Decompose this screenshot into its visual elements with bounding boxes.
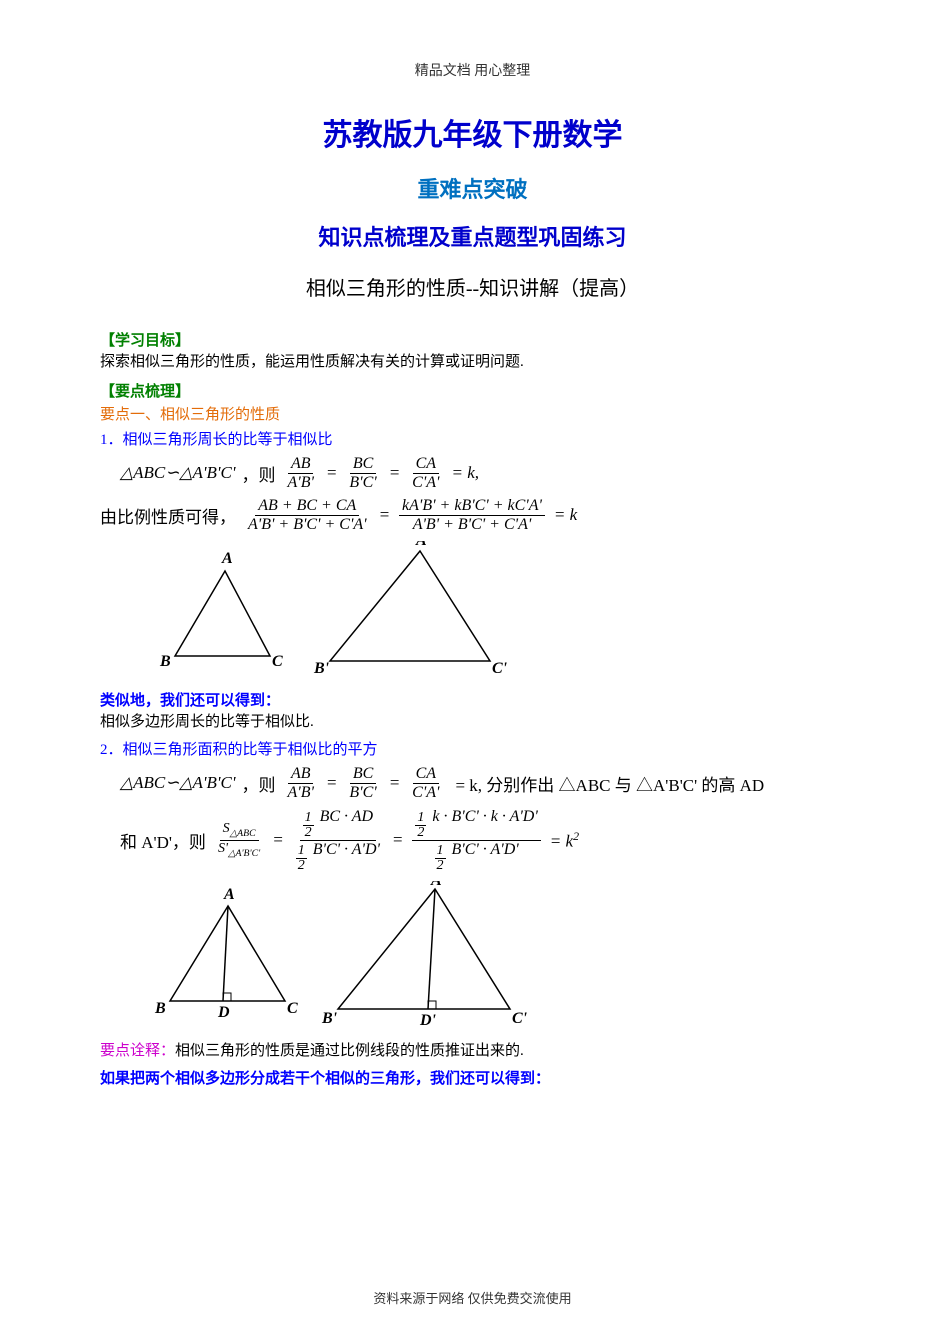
frac-bc-2: BC B'C'	[346, 765, 379, 801]
equation-perimeter-ratio: 由比例性质可得， AB + BC + CA A'B' + B'C' + C'A'…	[100, 497, 845, 533]
interpret-lead: 要点诠释：	[100, 1043, 175, 1059]
title-lesson: 相似三角形的性质--知识讲解（提高）	[100, 272, 845, 301]
frac-ca-2: CA C'A'	[409, 765, 442, 801]
title-main: 苏教版九年级下册数学	[100, 110, 845, 154]
eq4-lead: 和 A'D'，则	[120, 828, 206, 853]
eq2-tail: = k	[554, 505, 577, 525]
svg-text:B': B'	[313, 660, 330, 677]
equation-area-setup: △ABC∽△A'B'C' ，则 AB A'B' = BC B'C' = CA C…	[120, 765, 845, 801]
svg-text:C': C'	[492, 660, 508, 677]
svg-text:B': B'	[321, 1010, 338, 1027]
extend-text: 如果把两个相似多边形分成若干个相似的三角形，我们还可以得到：	[100, 1067, 845, 1088]
triangles-diagram-1: A B C A' B' C'	[150, 541, 845, 681]
point-one-heading: 要点一、相似三角形的性质	[100, 403, 845, 424]
svg-text:A': A'	[430, 881, 447, 889]
interpret-body: 相似三角形的性质是通过比例线段的性质推证出来的.	[175, 1043, 524, 1059]
eq1-then: ，则	[242, 461, 276, 486]
section-goal-label: 【学习目标】	[100, 329, 845, 350]
frac-area-formula-2: 12 k · B'C' · k · A'D' 12 B'C' · A'D'	[412, 808, 540, 873]
triangle-abc-altitude-icon: A B C D	[150, 881, 310, 1031]
header-note: 精品文档 用心整理	[100, 60, 845, 80]
frac-ab-2: AB A'B'	[285, 765, 317, 801]
title-sub2: 知识点梳理及重点题型巩固练习	[100, 220, 845, 252]
eq3-mid: = k, 分别作出 △ABC 与 △A'B'C' 的高 AD	[455, 771, 764, 796]
similar-polygon-text: 相似多边形周长的比等于相似比.	[100, 710, 845, 734]
triangle-abc-icon: A B C	[150, 541, 300, 681]
svg-text:B: B	[159, 653, 171, 670]
section-points-label: 【要点梳理】	[100, 380, 845, 401]
eq2-lead: 由比例性质可得，	[100, 503, 236, 528]
svg-text:A: A	[223, 886, 235, 903]
triangle-aprime-icon: A' B' C'	[310, 541, 510, 681]
property-one: 1．相似三角形周长的比等于相似比	[100, 428, 845, 449]
eq3-then: ，则	[242, 771, 276, 796]
svg-text:A': A'	[415, 541, 432, 549]
title-sub: 重难点突破	[100, 172, 845, 204]
footer-note: 资料来源于网络 仅供免费交流使用	[100, 1288, 845, 1307]
frac-ksum: kA'B' + kB'C' + kC'A' A'B' + B'C' + C'A'	[399, 497, 545, 533]
goal-text: 探索相似三角形的性质，能运用性质解决有关的计算或证明问题.	[100, 350, 845, 374]
frac-area-formula-1: 12 BC · AD 12 B'C' · A'D'	[293, 808, 383, 873]
frac-s-ratio: S△ABC S'△A'B'C'	[215, 821, 263, 859]
triangles-diagram-2: A B C D A' B' C' D'	[150, 881, 845, 1031]
eq1-tail: = k,	[451, 463, 479, 483]
equation-similarity-ratio: △ABC∽△A'B'C' ，则 AB A'B' = BC B'C' = CA C…	[120, 455, 845, 491]
frac-ca: CA C'A'	[409, 455, 442, 491]
svg-text:D: D	[217, 1004, 230, 1021]
equation-area-ratio: 和 A'D'，则 S△ABC S'△A'B'C' = 12 BC · AD 12…	[120, 808, 845, 873]
svg-text:D': D'	[419, 1012, 437, 1029]
eq1-lead: △ABC∽△A'B'C'	[120, 463, 236, 483]
interpretation-line: 要点诠释：相似三角形的性质是通过比例线段的性质推证出来的.	[100, 1039, 845, 1063]
svg-text:C: C	[272, 653, 283, 670]
svg-text:A: A	[221, 550, 233, 567]
frac-sum: AB + BC + CA A'B' + B'C' + C'A'	[245, 497, 370, 533]
eq3-lead: △ABC∽△A'B'C'	[120, 773, 236, 793]
property-two: 2．相似三角形面积的比等于相似比的平方	[100, 738, 845, 759]
frac-ab: AB A'B'	[285, 455, 317, 491]
similar-also: 类似地，我们还可以得到：	[100, 689, 845, 710]
triangle-aprime-altitude-icon: A' B' C' D'	[320, 881, 530, 1031]
svg-text:C': C'	[512, 1010, 528, 1027]
svg-text:B: B	[154, 1000, 166, 1017]
svg-text:C: C	[287, 1000, 298, 1017]
frac-bc: BC B'C'	[346, 455, 379, 491]
